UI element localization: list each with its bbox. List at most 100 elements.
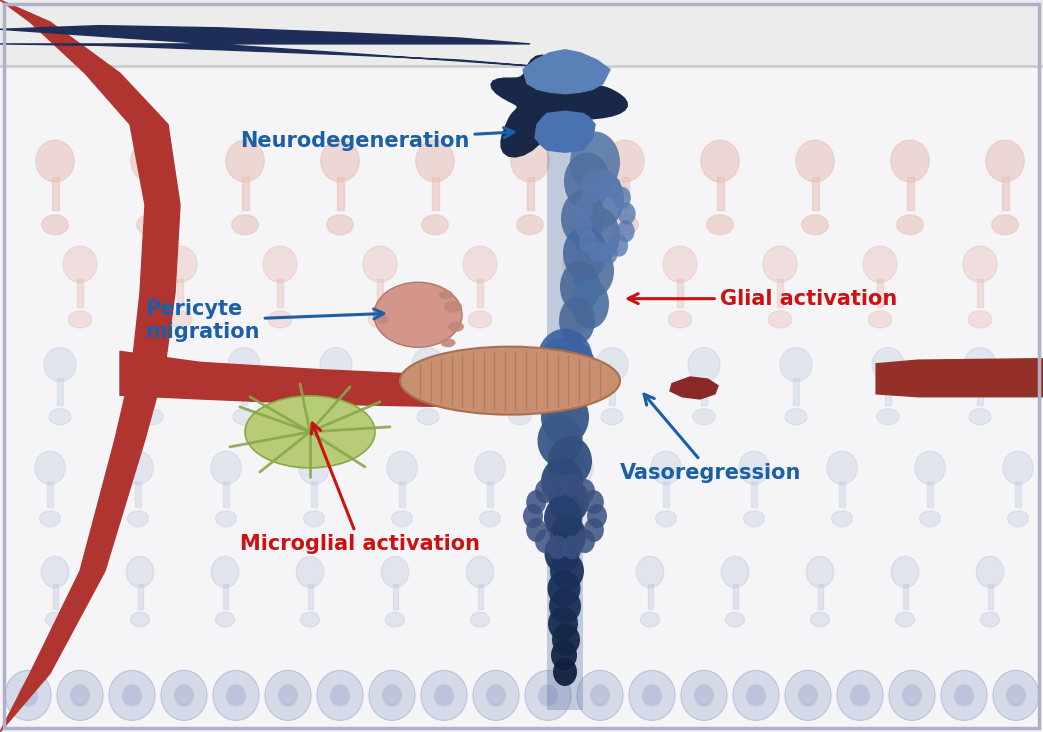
Ellipse shape <box>377 315 389 324</box>
Bar <box>392 584 397 609</box>
Ellipse shape <box>466 556 493 588</box>
Ellipse shape <box>785 408 807 425</box>
Ellipse shape <box>34 451 65 485</box>
Ellipse shape <box>265 671 311 720</box>
Ellipse shape <box>796 140 834 182</box>
Polygon shape <box>876 359 1043 397</box>
Ellipse shape <box>969 408 991 425</box>
Ellipse shape <box>416 140 455 182</box>
Ellipse shape <box>325 408 347 425</box>
Ellipse shape <box>225 140 264 182</box>
Ellipse shape <box>42 215 68 235</box>
Bar <box>648 584 653 609</box>
Ellipse shape <box>590 684 610 706</box>
Bar <box>77 279 83 307</box>
Ellipse shape <box>70 684 90 706</box>
Bar <box>57 378 63 405</box>
Ellipse shape <box>656 511 677 526</box>
Ellipse shape <box>872 348 904 381</box>
Ellipse shape <box>463 246 498 283</box>
Ellipse shape <box>412 348 444 381</box>
Ellipse shape <box>439 291 453 299</box>
Ellipse shape <box>541 458 583 506</box>
Ellipse shape <box>701 140 739 182</box>
Ellipse shape <box>915 451 945 485</box>
Ellipse shape <box>226 684 246 706</box>
Bar <box>927 481 932 507</box>
Ellipse shape <box>523 504 543 528</box>
Ellipse shape <box>629 671 675 720</box>
Ellipse shape <box>681 671 727 720</box>
Bar <box>663 481 669 507</box>
Ellipse shape <box>963 246 997 283</box>
Ellipse shape <box>541 389 589 445</box>
Bar <box>527 177 534 211</box>
Ellipse shape <box>535 529 555 553</box>
Ellipse shape <box>526 490 547 514</box>
Ellipse shape <box>382 556 409 588</box>
Ellipse shape <box>537 414 582 467</box>
Bar <box>777 279 783 307</box>
Bar <box>547 88 583 710</box>
Ellipse shape <box>571 279 609 329</box>
Ellipse shape <box>57 671 103 720</box>
Ellipse shape <box>470 612 489 627</box>
Ellipse shape <box>941 671 987 720</box>
Ellipse shape <box>278 684 298 706</box>
Ellipse shape <box>245 396 375 468</box>
Bar <box>818 584 823 609</box>
Ellipse shape <box>563 246 597 283</box>
Ellipse shape <box>877 408 899 425</box>
Ellipse shape <box>516 215 543 235</box>
Polygon shape <box>0 0 180 732</box>
Ellipse shape <box>320 348 351 381</box>
Ellipse shape <box>535 479 555 503</box>
Ellipse shape <box>563 225 607 281</box>
Ellipse shape <box>35 140 74 182</box>
Ellipse shape <box>448 322 464 332</box>
Ellipse shape <box>299 451 330 485</box>
Bar <box>241 378 247 405</box>
Bar <box>886 378 891 405</box>
Ellipse shape <box>579 231 598 253</box>
Ellipse shape <box>440 338 456 347</box>
Bar <box>51 177 58 211</box>
Text: Glial activation: Glial activation <box>628 288 897 309</box>
Bar <box>432 177 438 211</box>
Bar <box>751 481 757 507</box>
Ellipse shape <box>954 684 974 706</box>
Bar <box>222 584 227 609</box>
Ellipse shape <box>509 408 531 425</box>
Ellipse shape <box>611 215 638 235</box>
Ellipse shape <box>213 671 259 720</box>
Ellipse shape <box>163 246 197 283</box>
Ellipse shape <box>610 235 628 257</box>
Ellipse shape <box>468 311 492 328</box>
Polygon shape <box>670 377 718 399</box>
Ellipse shape <box>642 684 662 706</box>
Ellipse shape <box>986 140 1024 182</box>
Ellipse shape <box>549 478 589 523</box>
Ellipse shape <box>486 684 506 706</box>
Bar <box>517 378 523 405</box>
Ellipse shape <box>141 408 163 425</box>
Bar <box>477 279 483 307</box>
Bar <box>732 584 737 609</box>
Ellipse shape <box>571 132 620 193</box>
Bar <box>242 177 248 211</box>
Ellipse shape <box>707 215 733 235</box>
Ellipse shape <box>174 684 194 706</box>
Bar <box>677 279 683 307</box>
Ellipse shape <box>68 311 92 328</box>
Ellipse shape <box>533 337 598 409</box>
Bar <box>1001 177 1009 211</box>
Ellipse shape <box>42 556 69 588</box>
Ellipse shape <box>326 215 354 235</box>
Ellipse shape <box>769 311 792 328</box>
Ellipse shape <box>746 684 766 706</box>
Ellipse shape <box>232 215 259 235</box>
Ellipse shape <box>511 140 550 182</box>
Ellipse shape <box>544 496 582 540</box>
Ellipse shape <box>228 348 260 381</box>
Ellipse shape <box>592 175 610 197</box>
